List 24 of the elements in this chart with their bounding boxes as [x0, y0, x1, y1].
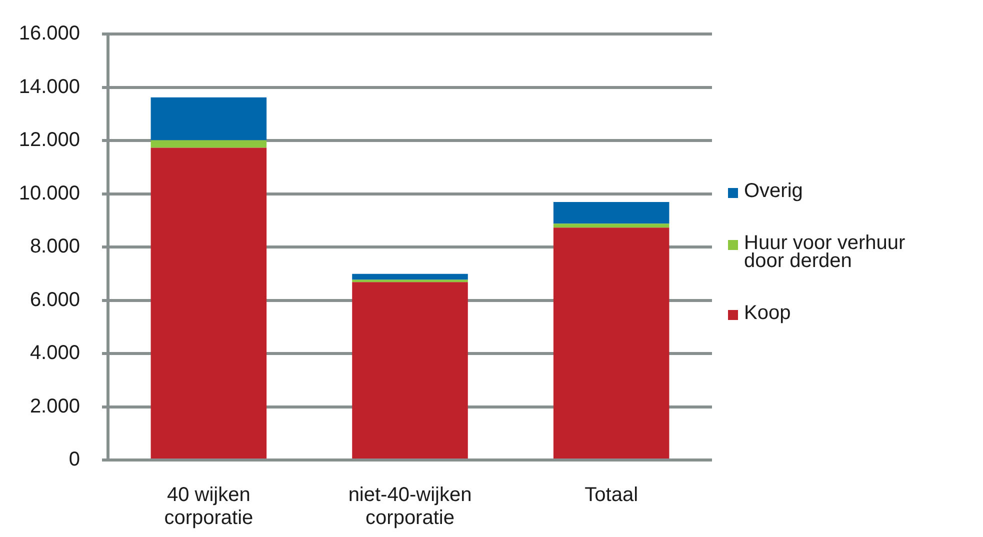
legend-label: Koop — [744, 302, 792, 324]
bar — [352, 282, 468, 458]
bar — [553, 202, 670, 224]
y-tick-label: 8.000 — [30, 236, 80, 258]
y-tick-label: 2.000 — [30, 395, 80, 418]
legend-label: Overig — [744, 180, 804, 202]
bar — [352, 274, 468, 280]
x-tick-label: Totaal — [584, 484, 638, 506]
y-tick-label: 14.000 — [18, 76, 80, 98]
y-tick-label: 4.000 — [30, 342, 80, 364]
bar — [352, 280, 468, 282]
bar — [553, 224, 670, 228]
bar — [150, 140, 267, 148]
legend-label: Huur voor verhuur door derden — [744, 232, 906, 272]
bar — [150, 148, 267, 458]
x-tick-label: 40 wijken corporatie — [164, 484, 254, 530]
y-tick-label: 6.000 — [30, 288, 80, 311]
y-tick-label: 12.000 — [18, 129, 80, 152]
bar — [150, 97, 267, 140]
y-tick-label: 0 — [68, 448, 80, 471]
y-tick-label: 10.000 — [18, 182, 80, 204]
y-tick-label: 16.000 — [18, 22, 80, 45]
x-tick-label: niet-40-wijken corporatie — [348, 484, 472, 530]
bar — [553, 228, 670, 458]
